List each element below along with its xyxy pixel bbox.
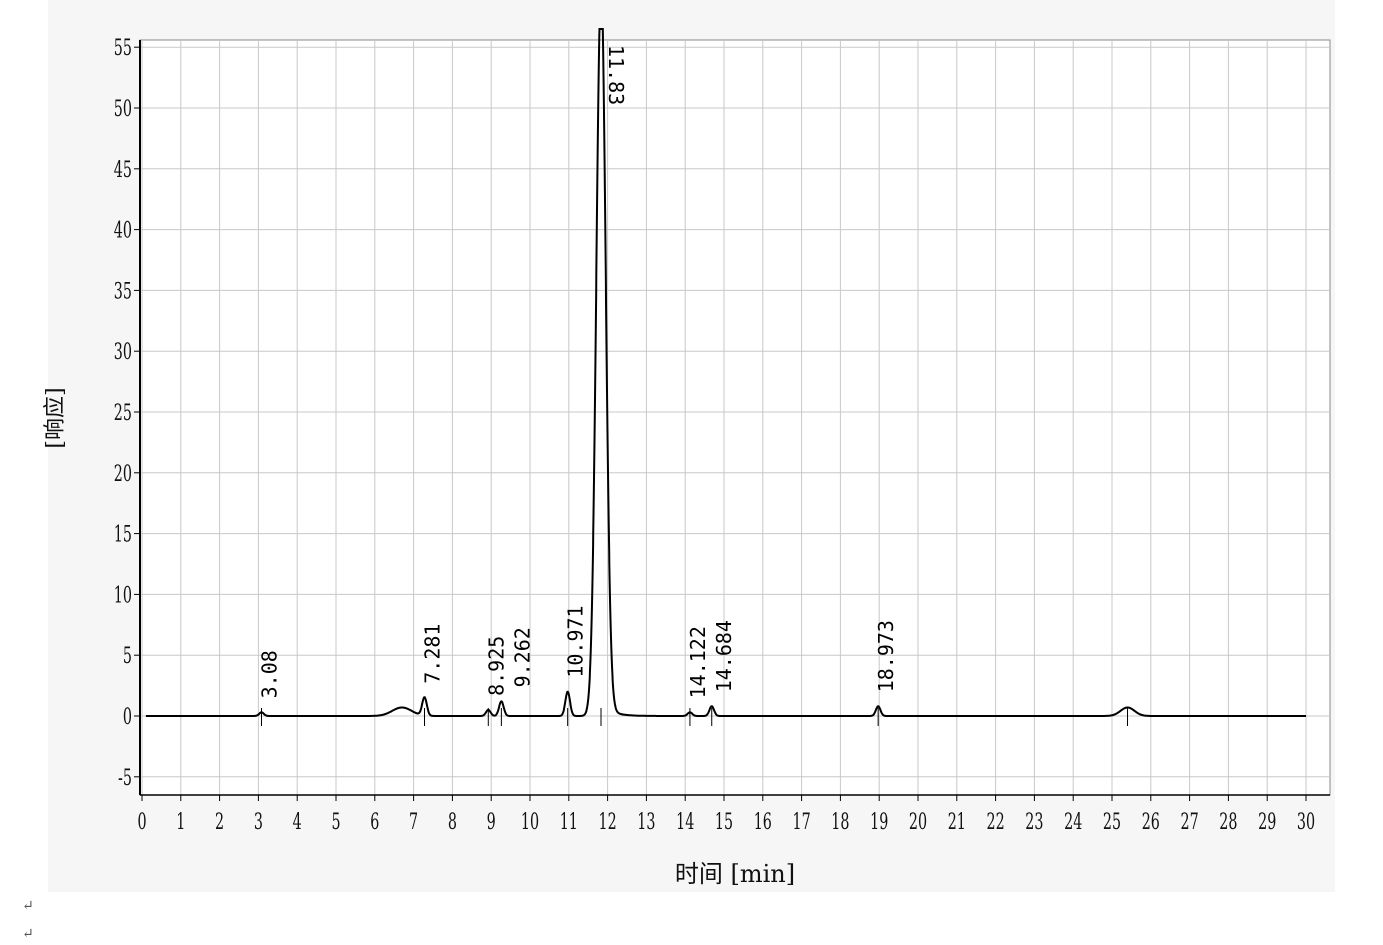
peak-label: 8.925 bbox=[484, 636, 508, 696]
x-tick-label: 7 bbox=[409, 810, 418, 835]
y-tick-label: 35 bbox=[114, 279, 132, 304]
y-tick-label: 45 bbox=[114, 158, 132, 183]
x-tick-label: 17 bbox=[793, 810, 811, 835]
x-tick-label: 25 bbox=[1103, 810, 1121, 835]
y-axis-label: [响应] bbox=[43, 387, 68, 448]
peak-label: 14.122 bbox=[686, 626, 710, 698]
peak-label: 7.281 bbox=[421, 624, 445, 684]
x-tick-label: 18 bbox=[831, 810, 849, 835]
y-tick-label: 10 bbox=[114, 583, 132, 608]
x-tick-label: 26 bbox=[1142, 810, 1160, 835]
x-tick-label: 30 bbox=[1297, 810, 1315, 835]
x-tick-label: 23 bbox=[1025, 810, 1043, 835]
x-tick-label: 14 bbox=[676, 810, 694, 835]
x-tick-label: 12 bbox=[599, 810, 617, 835]
x-tick-label: 28 bbox=[1219, 810, 1237, 835]
x-tick-label: 11 bbox=[560, 810, 578, 835]
y-tick-label: 15 bbox=[114, 523, 132, 548]
y-tick-label: 50 bbox=[114, 97, 132, 122]
x-tick-label: 8 bbox=[448, 810, 457, 835]
x-axis-label: 时间 [min] bbox=[675, 860, 795, 888]
y-tick-label: 30 bbox=[114, 340, 132, 365]
x-tick-label: 16 bbox=[754, 810, 772, 835]
y-tick-label: 25 bbox=[114, 401, 132, 426]
x-tick-label: 6 bbox=[370, 810, 379, 835]
y-tick-label: 55 bbox=[114, 36, 132, 61]
return-mark: ↵ bbox=[22, 926, 34, 942]
x-tick-label: 1 bbox=[176, 810, 185, 835]
peak-label: 18.973 bbox=[874, 620, 898, 692]
peak-label: 10.971 bbox=[564, 605, 588, 677]
x-tick-label: 9 bbox=[487, 810, 496, 835]
peak-label: 11.83 bbox=[604, 45, 628, 105]
x-tick-label: 22 bbox=[987, 810, 1005, 835]
signal-trace bbox=[145, 28, 1306, 717]
plot-area bbox=[139, 39, 1331, 796]
y-tick-label: 5 bbox=[123, 644, 132, 669]
x-tick-label: 15 bbox=[715, 810, 733, 835]
x-tick-label: 2 bbox=[215, 810, 224, 835]
x-tick-label: 13 bbox=[637, 810, 655, 835]
peak-label: 9.262 bbox=[510, 627, 534, 687]
x-tick-label: 20 bbox=[909, 810, 927, 835]
x-tick-label: 3 bbox=[254, 810, 263, 835]
x-tick-label: 24 bbox=[1064, 810, 1082, 835]
y-tick-label: 20 bbox=[114, 462, 132, 487]
y-tick-label: -5 bbox=[118, 766, 132, 791]
x-tick-label: 5 bbox=[331, 810, 340, 835]
x-tick-label: 21 bbox=[948, 810, 966, 835]
x-tick-label: 19 bbox=[870, 810, 888, 835]
x-tick-label: 0 bbox=[137, 810, 146, 835]
y-tick-label: 0 bbox=[123, 705, 132, 730]
return-mark: ↵ bbox=[22, 898, 34, 914]
peak-label: 3.08 bbox=[258, 650, 282, 698]
x-tick-label: 4 bbox=[293, 810, 302, 835]
x-tick-label: 29 bbox=[1258, 810, 1276, 835]
peak-label: 14.684 bbox=[712, 620, 736, 692]
x-tick-label: 27 bbox=[1181, 810, 1199, 835]
y-tick-label: 40 bbox=[114, 219, 132, 244]
x-tick-label: 10 bbox=[521, 810, 539, 835]
